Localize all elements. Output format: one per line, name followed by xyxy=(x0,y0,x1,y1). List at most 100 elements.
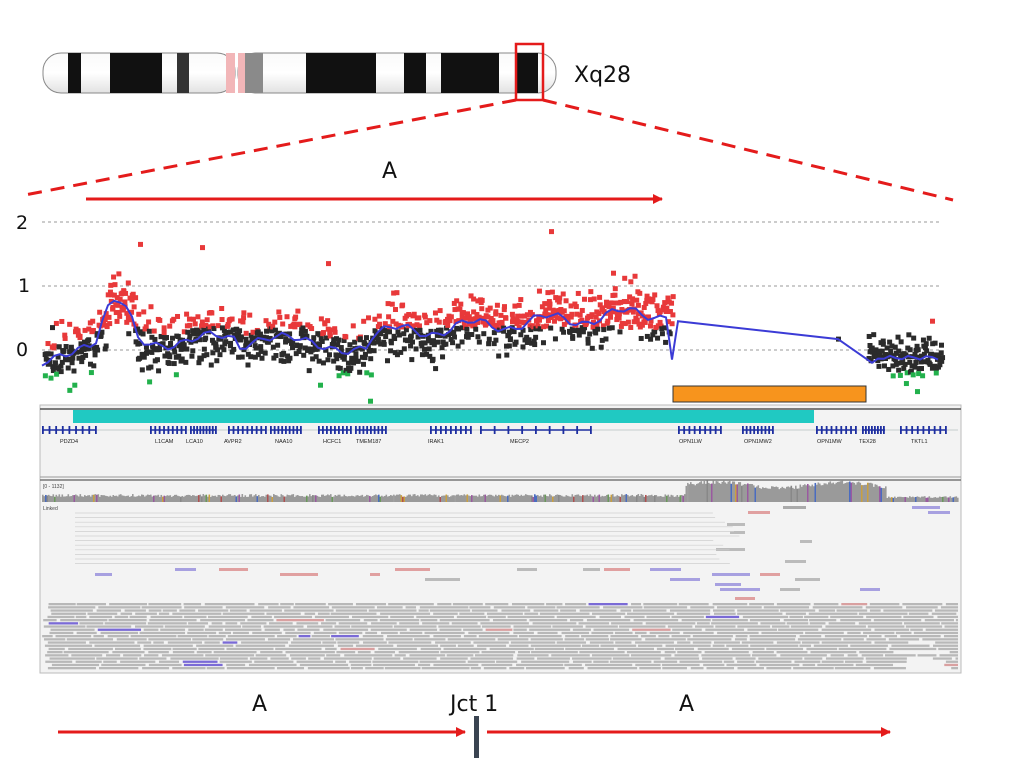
coverage-bar xyxy=(586,494,589,502)
linked-read xyxy=(783,506,806,509)
coverage-bar xyxy=(286,494,289,502)
coverage-bar xyxy=(205,494,208,502)
aligned-read xyxy=(219,660,252,663)
data-point xyxy=(610,305,616,311)
aligned-read xyxy=(749,635,796,638)
aligned-read xyxy=(766,667,792,670)
data-point xyxy=(235,331,241,337)
coverage-bar xyxy=(751,484,754,502)
coverage-bar xyxy=(421,494,424,502)
chromosome-bands xyxy=(68,53,538,93)
aligned-read xyxy=(949,651,958,654)
data-point xyxy=(629,301,635,307)
aligned-read xyxy=(776,651,808,654)
data-point xyxy=(108,282,114,288)
data-point xyxy=(474,311,480,317)
aligned-read xyxy=(331,606,375,609)
coverage-bar xyxy=(924,496,926,502)
coverage-bar xyxy=(228,494,230,502)
data-point xyxy=(200,245,205,251)
aligned-read xyxy=(276,667,305,670)
coverage-bar xyxy=(567,495,569,502)
aligned-read xyxy=(148,651,169,654)
data-point xyxy=(207,324,213,330)
aligned-read xyxy=(225,628,262,631)
data-point xyxy=(243,330,249,336)
coverage-bar xyxy=(169,495,172,502)
coverage-bar xyxy=(894,496,896,502)
data-point xyxy=(491,330,497,336)
data-point xyxy=(507,336,513,342)
data-point xyxy=(108,298,114,304)
coverage-bar xyxy=(910,497,913,502)
data-point xyxy=(361,339,367,345)
aligned-read xyxy=(556,606,600,609)
data-point xyxy=(574,311,580,317)
data-point xyxy=(933,370,939,376)
coverage-bar xyxy=(880,487,883,502)
aligned-read xyxy=(317,612,330,615)
data-point xyxy=(171,316,177,322)
coverage-bar xyxy=(865,484,868,502)
data-point xyxy=(594,322,600,328)
coverage-bar xyxy=(840,481,842,502)
aligned-read xyxy=(750,644,799,647)
data-point xyxy=(611,300,617,306)
aligned-read xyxy=(114,647,141,651)
data-point xyxy=(290,339,296,345)
coverage-bar xyxy=(513,495,515,502)
gene-label: OPN1MW2 xyxy=(744,439,772,445)
coverage-bar xyxy=(921,496,923,502)
data-point xyxy=(461,320,467,326)
data-point xyxy=(61,348,67,354)
data-point xyxy=(890,373,896,379)
aligned-read xyxy=(409,654,446,657)
aligned-read xyxy=(420,647,442,651)
top-arrow-label: A xyxy=(382,159,397,184)
coverage-bar xyxy=(268,495,271,502)
coverage-bar xyxy=(562,496,565,502)
coverage-bar xyxy=(298,495,301,502)
aligned-read xyxy=(276,619,324,622)
aligned-read xyxy=(204,641,220,644)
gene-exon xyxy=(277,426,280,434)
data-point xyxy=(276,309,282,315)
coverage-bar xyxy=(127,495,130,502)
aligned-read xyxy=(249,657,268,660)
coverage-bar xyxy=(246,496,248,502)
aligned-read xyxy=(635,663,661,667)
coverage-bar xyxy=(400,495,403,502)
data-point xyxy=(902,361,908,367)
coverage-bar xyxy=(826,484,829,502)
data-point xyxy=(53,320,59,326)
aligned-read xyxy=(585,663,633,667)
data-point xyxy=(554,315,560,321)
gene-exon xyxy=(350,426,352,434)
coverage-bar xyxy=(249,494,251,502)
coverage-bar xyxy=(633,496,635,502)
data-point xyxy=(335,342,341,348)
aligned-read xyxy=(129,615,147,619)
coverage-bar xyxy=(342,496,344,502)
coverage-bar xyxy=(43,496,46,502)
aligned-read xyxy=(653,660,678,663)
data-point xyxy=(189,353,195,359)
coverage-bar xyxy=(214,495,217,502)
data-point xyxy=(79,359,85,365)
data-point xyxy=(888,348,894,354)
aligned-read xyxy=(420,619,438,622)
aligned-read xyxy=(139,657,167,660)
coverage-bar xyxy=(772,486,775,502)
data-point xyxy=(432,310,438,316)
coverage-bar xyxy=(208,494,211,502)
coverage-bar xyxy=(133,496,136,502)
coverage-bar xyxy=(496,495,499,502)
data-point xyxy=(310,356,316,362)
gene-exon xyxy=(193,426,195,434)
coverage-bar xyxy=(343,494,346,502)
data-point xyxy=(336,337,342,343)
coverage-bar xyxy=(889,497,892,502)
data-point xyxy=(319,338,325,344)
aligned-read xyxy=(865,606,903,609)
data-point xyxy=(63,344,69,350)
